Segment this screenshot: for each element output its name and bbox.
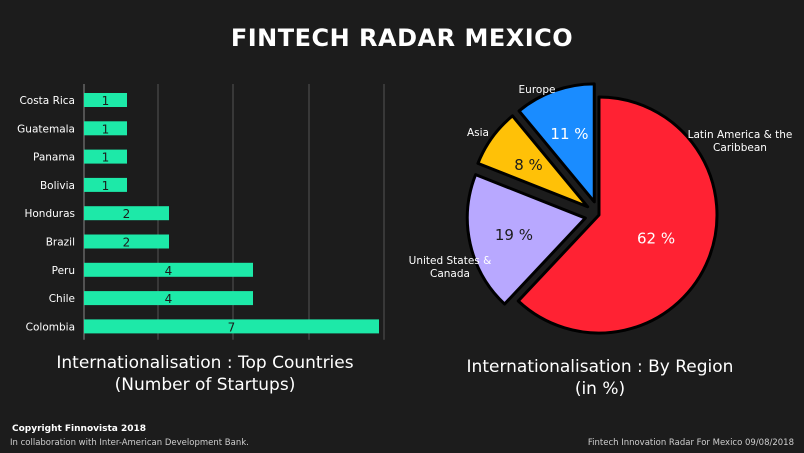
bar [84, 206, 169, 221]
page-title: FINTECH RADAR MEXICO [230, 24, 574, 52]
bar-value-label: 7 [228, 320, 236, 334]
category-label: Costa Rica [19, 95, 75, 107]
category-label: Brazil [46, 237, 75, 249]
bar-chart-subtitle: (Number of Startups) [114, 375, 296, 395]
bar-chart-title: Internationalisation : Top Countries [56, 353, 354, 373]
region-pie-chart: 62 % Latin America & the Caribbean 19 %Unit… [409, 82, 793, 335]
bar [84, 262, 253, 277]
pie-slice [465, 173, 587, 306]
bar [84, 93, 127, 107]
category-label: Bolivia [40, 180, 75, 192]
category-label: Colombia [26, 321, 75, 333]
bar-value-label: 1 [102, 151, 110, 165]
category-label: Peru [52, 265, 75, 277]
slice-category-label: Europe [519, 84, 556, 96]
countries-bar-chart: Costa Rica 1 Guatemala 1 Panama 1 Bolivia 1 Hond… [17, 84, 385, 340]
bar [84, 234, 169, 249]
bar-chart-caption: Internationalisation : Top Countries (Nu… [40, 352, 370, 396]
bar-value-label: 2 [123, 207, 131, 221]
pie-slice [516, 95, 719, 335]
pie-slice [517, 82, 596, 204]
bar [84, 177, 127, 192]
slice-value-label: 62 % [637, 230, 675, 248]
bar [84, 121, 127, 136]
slice-value-label: 11 % [550, 125, 588, 143]
slice-value-label: 19 % [495, 226, 533, 244]
pie-chart-caption: Internationalisation : By Region (in %) [450, 356, 750, 400]
footer-collaboration: In collaboration with Inter-American Dev… [10, 438, 249, 448]
category-label: Guatemala [17, 123, 75, 135]
bar [84, 319, 379, 334]
bar-value-label: 1 [102, 94, 110, 108]
bar-value-label: 2 [123, 236, 131, 250]
bar-value-label: 4 [165, 264, 173, 278]
slice-category-label: Asia [467, 127, 489, 139]
pie-slice [476, 114, 590, 209]
pie-chart-title: Internationalisation : By Region [466, 357, 734, 377]
bar-value-label: 1 [102, 179, 110, 193]
bar [84, 149, 127, 164]
bar [84, 291, 253, 306]
slice-category-label: Latin America & the Caribbean [688, 129, 793, 154]
footer-copyright: Copyright Finnovista 2018 [12, 424, 147, 434]
category-label: Honduras [24, 208, 75, 220]
category-label: Chile [49, 293, 75, 305]
footer-radar-date: Fintech Innovation Radar For Mexico 09/0… [587, 438, 794, 448]
category-label: Panama [33, 152, 75, 164]
slice-value-label: 8 % [514, 156, 543, 174]
slice-category-label: United States & Canada [409, 255, 492, 280]
bar-value-label: 4 [165, 292, 173, 306]
pie-chart-subtitle: (in %) [574, 379, 626, 399]
bar-value-label: 1 [102, 122, 110, 136]
